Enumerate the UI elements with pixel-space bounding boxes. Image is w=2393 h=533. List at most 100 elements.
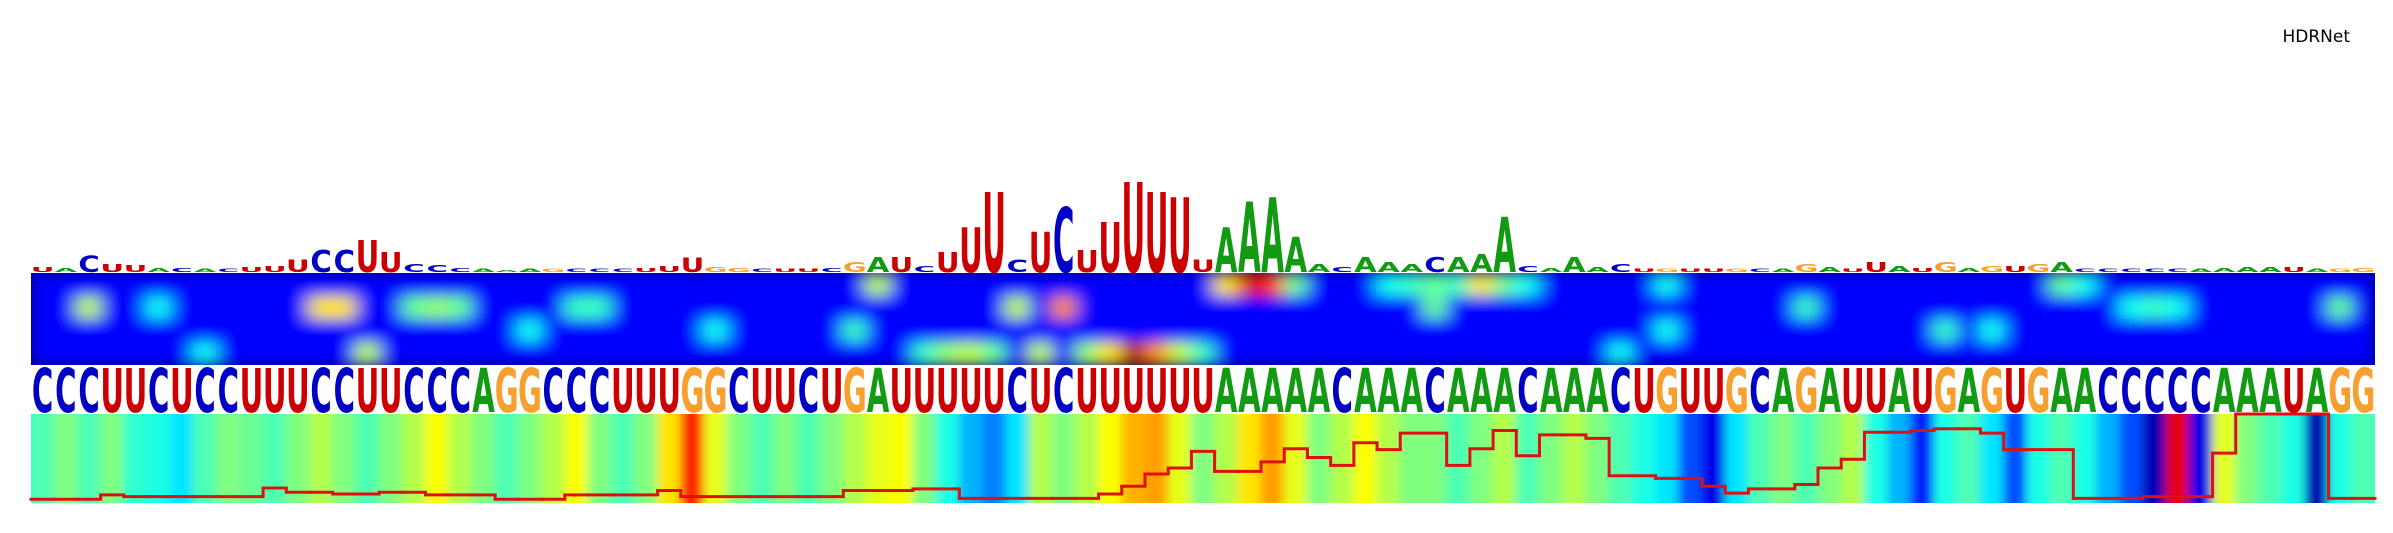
heatmap-cell: [2096, 273, 2121, 296]
heatmap-cell: [1887, 273, 1912, 296]
heatmap-cell: [935, 296, 960, 319]
heatmap-cell: [355, 342, 380, 365]
nucleotide: C: [566, 357, 587, 427]
logo-letter: A: [1401, 263, 1424, 275]
logo-letter: C: [78, 252, 99, 277]
track-cell: [1376, 414, 1401, 503]
heatmap-cell: [749, 342, 775, 365]
logo-letter: U: [797, 268, 821, 273]
heatmap-cell: [1655, 342, 1680, 365]
track-cell: [1214, 414, 1239, 503]
logo-letter: C: [2167, 268, 2188, 273]
heatmap-cell: [401, 273, 427, 296]
track-cell: [2072, 414, 2098, 503]
heatmap-cell: [982, 273, 1007, 296]
heatmap-cell: [1887, 342, 1912, 365]
logo-letter: A: [1958, 267, 1982, 273]
heatmap-cell: [517, 273, 543, 296]
logo-letter: A: [1493, 203, 1516, 290]
heatmap-cell: [564, 319, 589, 342]
heatmap-cell: [1074, 296, 1100, 319]
heatmap-cell: [471, 296, 496, 319]
track-cell: [1237, 414, 1262, 503]
heatmap-cell: [1562, 296, 1587, 319]
logo-letter: C: [821, 267, 842, 273]
heatmap-cell: [703, 273, 728, 296]
nucleotide: U: [1145, 357, 1169, 427]
heatmap-cell: [1074, 319, 1100, 342]
heatmap-cell: [1121, 296, 1146, 319]
logo-letter: C: [612, 268, 633, 273]
heatmap-cell: [1863, 296, 1889, 319]
heatmap-cell: [1469, 296, 1494, 319]
heatmap-cell: [2026, 342, 2051, 365]
logo-letter: C: [450, 267, 471, 273]
heatmap-cell: [1562, 319, 1587, 342]
nucleotide: U: [356, 357, 380, 427]
heatmap-cell: [1028, 273, 1053, 296]
nucleotide: G: [518, 357, 542, 427]
heatmap-cell: [958, 342, 984, 365]
nucleotide: U: [1029, 357, 1053, 427]
track-cell: [494, 414, 519, 503]
heatmap-cell: [239, 273, 264, 296]
heatmap-cell: [1005, 273, 1030, 296]
heatmap-cell: [1655, 273, 1680, 296]
logo-letter: G: [2328, 268, 2352, 273]
heatmap-cell: [1121, 319, 1146, 342]
track-cell: [726, 414, 751, 503]
heatmap-cell: [1330, 296, 1355, 319]
heatmap-cell: [610, 273, 635, 296]
track-cell: [1910, 414, 1935, 503]
logo-letter: G: [2351, 267, 2375, 273]
track-cell: [958, 414, 984, 503]
heatmap-cell: [912, 296, 937, 319]
logo-letter: C: [1332, 266, 1353, 274]
heatmap-cell: [2119, 342, 2144, 365]
heatmap-cell: [633, 296, 659, 319]
track-cell: [425, 414, 450, 503]
logo-letter: U: [263, 265, 287, 275]
logo-letter: A: [1238, 183, 1261, 295]
heatmap-cell: [1190, 296, 1216, 319]
nucleotide: U: [379, 357, 403, 427]
track-cell: [2258, 414, 2283, 503]
logo-letter: A: [147, 267, 171, 273]
heatmap-cell: [1562, 273, 1587, 296]
heatmap-cell: [448, 296, 473, 319]
nucleotide: U: [1679, 357, 1703, 427]
heatmap-cell: [726, 319, 751, 342]
heatmap-cell: [192, 273, 218, 296]
heatmap-cell: [657, 296, 682, 319]
heatmap-cell: [2119, 296, 2144, 319]
nucleotide: U: [889, 357, 913, 427]
nucleotide: U: [170, 357, 194, 427]
heatmap-cell: [1515, 296, 1541, 319]
nucleotide: U: [286, 357, 310, 427]
track-cell: [982, 414, 1007, 503]
heatmap-cell: [1098, 273, 1123, 296]
heatmap-cell: [726, 273, 751, 296]
heatmap-cell: [1817, 319, 1842, 342]
heatmap-cell: [239, 296, 264, 319]
heatmap-cell: [680, 319, 705, 342]
track-cell: [2026, 414, 2051, 503]
heatmap-cell: [1747, 342, 1773, 365]
heatmap-cell: [1539, 273, 1564, 296]
nucleotide: C: [403, 357, 424, 427]
heatmap-cell: [1817, 296, 1842, 319]
heatmap-cell: [2072, 273, 2098, 296]
nucleotide: A: [1447, 357, 1470, 427]
nucleotide: U: [634, 357, 658, 427]
logo-letter: U: [1632, 268, 1656, 273]
nucleotide: U: [1702, 357, 1726, 427]
heatmap-cell: [2188, 273, 2214, 296]
heatmap-cell: [1631, 342, 1657, 365]
logo-letter: A: [1772, 268, 1795, 273]
nucleotide: G: [843, 357, 867, 427]
heatmap-cell: [1051, 273, 1076, 296]
nucleotide: A: [1818, 357, 1841, 427]
heatmap-cell: [2119, 273, 2144, 296]
